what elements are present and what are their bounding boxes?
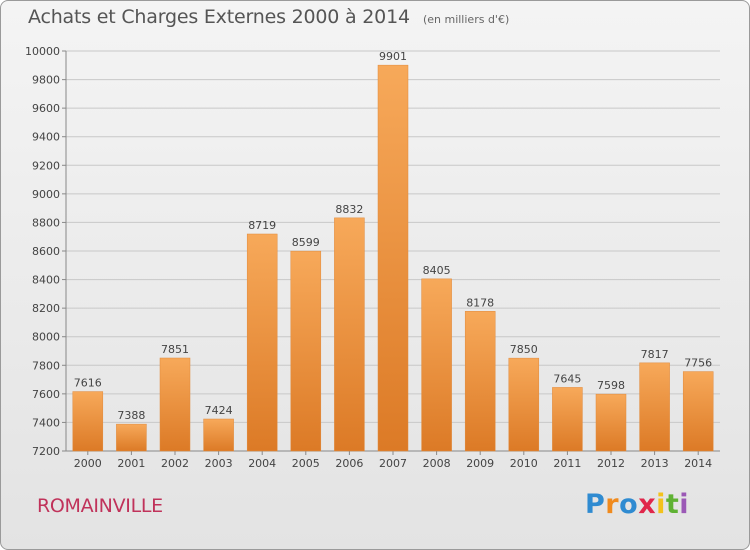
x-tick-label: 2002 (161, 457, 189, 470)
x-tick-label: 2006 (335, 457, 363, 470)
logo-letter: i (679, 489, 690, 520)
logo-letter: i (656, 489, 666, 520)
y-tick-label: 8600 (32, 245, 60, 258)
x-tick-label: 2014 (684, 457, 712, 470)
data-label: 7388 (117, 409, 145, 422)
bar-2004 (246, 233, 278, 452)
bar-2006 (334, 217, 365, 452)
x-tick-label: 2011 (553, 457, 581, 470)
x-tick-label: 2001 (117, 457, 145, 470)
bar-2001 (116, 423, 147, 452)
bar-2007 (377, 64, 409, 452)
data-label: 7851 (161, 343, 189, 356)
bar-2010 (508, 357, 540, 452)
y-tick-label: 7400 (32, 416, 60, 429)
data-label: 8178 (466, 296, 494, 309)
chart-subtitle: (en milliers d'€) (422, 13, 510, 26)
data-label: 7616 (74, 377, 102, 390)
y-tick-label: 10000 (25, 45, 60, 58)
logo-letter: o (619, 489, 639, 520)
logo-letter: x (638, 489, 657, 520)
bar-2014 (682, 371, 714, 452)
y-tick-label: 8800 (32, 216, 60, 229)
logo-letter: t (665, 489, 680, 520)
y-tick-label: 8400 (32, 274, 60, 287)
bar-2013 (639, 362, 670, 452)
x-tick-label: 2005 (292, 457, 320, 470)
bar-2002 (159, 357, 191, 452)
data-labels: 7616 7388 7851 7424 8719 8599 8832 9901 8405 8178… (74, 50, 712, 422)
y-tick-label: 9200 (32, 159, 60, 172)
x-tick-label: 2009 (466, 457, 494, 470)
data-label: 8832 (335, 203, 363, 216)
y-tick-label: 8000 (32, 331, 60, 344)
bar-2000 (72, 391, 104, 452)
y-tick-label: 8200 (32, 302, 60, 315)
bar-2011 (552, 387, 583, 452)
x-tick-label: 2010 (510, 457, 538, 470)
chart-title: Achats et Charges Externes 2000 à 2014 (28, 6, 410, 28)
bar-2003 (203, 418, 234, 452)
bar-2005 (290, 250, 322, 452)
data-label: 7645 (553, 372, 581, 385)
y-tick-label: 7600 (32, 388, 60, 401)
data-label: 7850 (510, 343, 538, 356)
y-tick-label: 9600 (32, 102, 60, 115)
proxiti-logo[interactable]: Proxiti (585, 489, 689, 520)
data-label: 8405 (423, 264, 451, 277)
logo-letter: P (585, 489, 606, 520)
bar-2012 (595, 393, 627, 452)
data-label: 7817 (641, 348, 669, 361)
bars (72, 64, 714, 452)
y-tick-label: 7800 (32, 359, 60, 372)
x-tick-label: 2003 (205, 457, 233, 470)
x-tick-label: 2012 (597, 457, 625, 470)
y-tick-label: 9800 (32, 74, 60, 87)
y-tick-label: 9000 (32, 188, 60, 201)
bar-2009 (464, 311, 496, 452)
x-tick-label: 2007 (379, 457, 407, 470)
y-tick-label: 9400 (32, 131, 60, 144)
x-tick-label: 2013 (641, 457, 669, 470)
city-name: ROMAINVILLE (37, 495, 163, 517)
x-tick-label: 2008 (423, 457, 451, 470)
data-label: 7756 (684, 357, 712, 370)
x-tick-label: 2004 (248, 457, 276, 470)
data-label: 8719 (248, 219, 276, 232)
data-label: 9901 (379, 50, 407, 63)
bar-2008 (421, 278, 452, 452)
logo-letter: r (605, 489, 620, 520)
y-tick-label: 7200 (32, 445, 60, 458)
data-label: 7598 (597, 379, 625, 392)
x-tick-label: 2000 (74, 457, 102, 470)
data-label: 7424 (205, 404, 233, 417)
title-row: Achats et Charges Externes 2000 à 2014 (… (28, 6, 509, 28)
data-label: 8599 (292, 236, 320, 249)
